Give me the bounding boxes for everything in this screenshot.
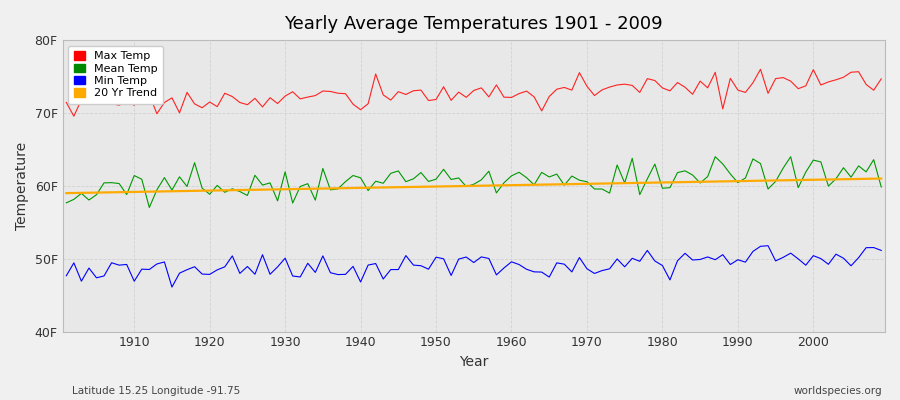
Legend: Max Temp, Mean Temp, Min Temp, 20 Yr Trend: Max Temp, Mean Temp, Min Temp, 20 Yr Tre… xyxy=(68,46,163,104)
Text: worldspecies.org: worldspecies.org xyxy=(794,386,882,396)
X-axis label: Year: Year xyxy=(459,355,489,369)
Title: Yearly Average Temperatures 1901 - 2009: Yearly Average Temperatures 1901 - 2009 xyxy=(284,15,663,33)
Y-axis label: Temperature: Temperature xyxy=(15,142,29,230)
Text: Latitude 15.25 Longitude -91.75: Latitude 15.25 Longitude -91.75 xyxy=(72,386,240,396)
